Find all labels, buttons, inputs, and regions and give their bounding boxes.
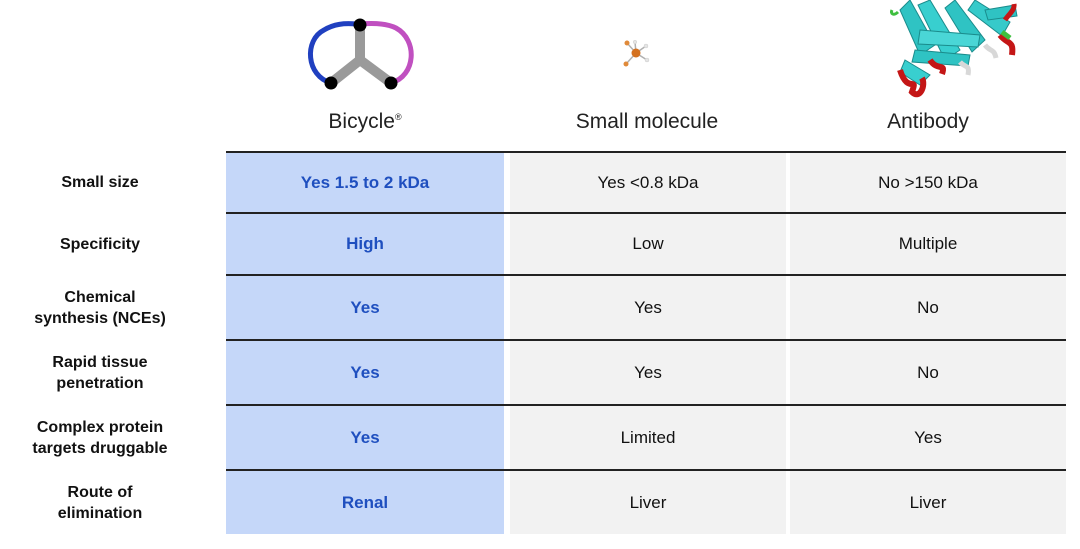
cell-small-molecule-penetration: Yes	[634, 362, 662, 382]
cell-bicycle-targets: Yes	[350, 427, 380, 447]
antibody-icon	[890, 0, 1018, 98]
cell-bicycle-specificity: High	[346, 234, 384, 253]
row-divider	[226, 339, 1066, 341]
cell-antibody-specificity: Multiple	[898, 234, 958, 253]
row-divider	[226, 274, 1066, 276]
cell-antibody-penetration: No	[917, 362, 939, 382]
cell-small-molecule-elimination: Liver	[629, 492, 667, 512]
column-title-antibody: Antibody	[887, 110, 969, 133]
cell-small-molecule-synthesis: Yes	[634, 297, 662, 317]
cell-antibody-elimination: Liver	[909, 492, 947, 512]
cell-bicycle-penetration: Yes	[350, 362, 380, 382]
row-label-specificity: Specificity	[59, 235, 141, 253]
row-divider	[226, 212, 1066, 214]
column-title-small-molecule: Small molecule	[575, 110, 719, 133]
cell-bicycle-size: Yes 1.5 to 2 kDa	[300, 172, 430, 192]
row-label-small-size: Small size	[61, 174, 139, 191]
row-label-tissue-penetration: Rapid tissue penetration	[52, 353, 148, 392]
small-molecule-icon	[623, 39, 650, 67]
cell-bicycle-elimination: Renal	[341, 492, 389, 512]
row-divider	[226, 404, 1066, 406]
column-title-bicycle: Bicycle®	[328, 110, 402, 133]
cell-small-molecule-targets: Limited	[620, 427, 676, 447]
cell-antibody-size: No >150 kDa	[878, 172, 978, 192]
row-label-chemical-synthesis: Chemical synthesis (NCEs)	[34, 288, 166, 327]
row-label-complex-targets: Complex protein targets druggable	[32, 418, 168, 457]
cell-small-molecule-specificity: Low	[632, 234, 664, 253]
bicycle-icon	[308, 18, 414, 90]
row-label-route-of-elimination: Route of elimination	[57, 483, 143, 522]
cell-antibody-targets: Yes	[914, 427, 942, 447]
cell-antibody-synthesis: No	[917, 297, 939, 317]
cell-small-molecule-size: Yes <0.8 kDa	[597, 172, 699, 192]
row-divider	[226, 469, 1066, 471]
row-divider	[226, 151, 1066, 153]
cell-bicycle-synthesis: Yes	[350, 297, 380, 317]
